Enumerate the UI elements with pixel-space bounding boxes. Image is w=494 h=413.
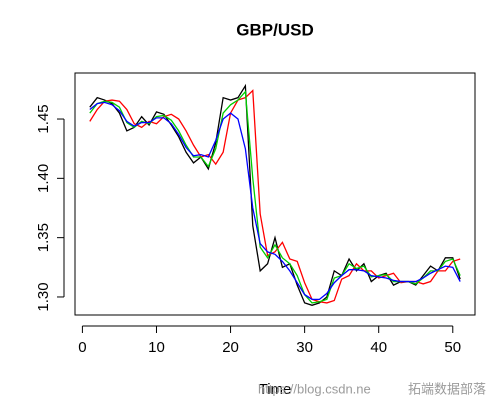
watermark-brand: 拓端数据部落 — [408, 381, 486, 396]
x-tick-label: 10 — [148, 339, 165, 356]
series-line — [89, 101, 461, 300]
watermark-url: https://blog.csdn.ne — [258, 381, 371, 396]
y-tick-label: 1.45 — [35, 104, 52, 133]
x-tick-label: 0 — [78, 339, 86, 356]
plot-frame — [74, 72, 476, 316]
y-tick-label: 1.35 — [35, 223, 52, 252]
y-tick-label: 1.30 — [35, 282, 52, 311]
y-tick-label: 1.40 — [35, 164, 52, 193]
chart-title: GBP/USD — [236, 20, 313, 39]
x-axis-label: Time — [259, 381, 292, 398]
x-tick-label: 30 — [296, 339, 313, 356]
x-tick-label: 20 — [222, 339, 239, 356]
x-tick-label: 40 — [370, 339, 387, 356]
series-line — [89, 83, 461, 306]
x-tick-label: 50 — [444, 339, 461, 356]
series-line — [89, 90, 461, 304]
